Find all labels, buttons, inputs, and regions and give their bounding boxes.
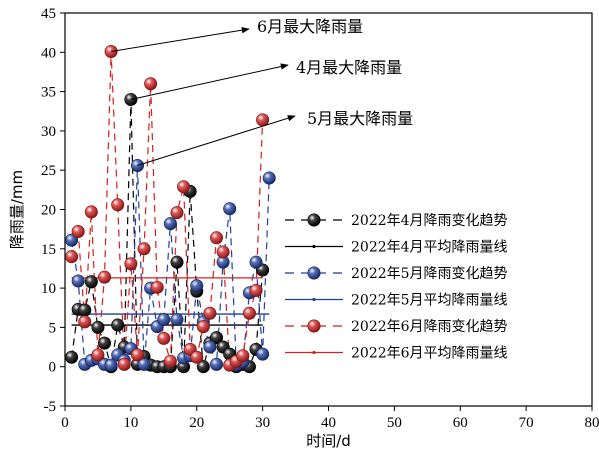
legend-dot [312,297,316,302]
data-point [130,348,144,362]
y-tick-label: 40 [41,45,56,61]
data-point [249,255,263,269]
data-point [203,340,217,354]
data-point [256,113,270,127]
x-tick-label: 0 [61,415,69,431]
data-point [91,320,105,334]
data-point [170,206,184,220]
data-point [242,306,256,320]
legend-label: 2022年6月平均降雨量线 [351,346,508,362]
y-tick-label: 5 [49,320,57,336]
legend-dot [312,244,316,249]
data-point [190,279,204,293]
data-point [111,198,125,212]
x-axis-title: 时间/d [306,432,351,450]
y-tick-label: 30 [41,124,56,140]
data-point [104,358,118,372]
x-tick-label: 80 [585,415,599,431]
data-point [210,231,224,245]
annotation-label: 5月最大降雨量 [307,109,413,128]
data-point [71,274,85,288]
annotation-label: 4月最大降雨量 [296,58,402,77]
data-point [124,257,138,271]
y-tick-label: 0 [49,360,57,376]
annotation-arrow [111,27,250,53]
data-point [210,331,224,345]
data-point [91,348,105,362]
data-point [256,347,270,361]
annotation-arrow [137,115,296,166]
data-point [124,92,138,106]
legend: 2022年4月降雨变化趋势 2022年4月平均降雨量线 2022年5月降雨变化趋势 2… [285,213,508,362]
data-point [84,275,98,289]
data-point [98,336,112,350]
y-tick-label: 45 [41,6,56,22]
data-point [65,350,79,364]
data-point [216,245,230,259]
data-point [170,313,184,327]
data-point [137,242,151,256]
data-point [249,283,263,297]
data-point [157,313,171,327]
data-point [196,360,210,374]
y-tick-label: 20 [41,203,56,219]
data-point [163,354,177,368]
data-point [65,250,79,264]
x-tick-label: 30 [255,415,270,431]
data-point [98,270,112,284]
data-point [203,306,217,320]
data-point [210,357,224,371]
legend-label: 2022年4月降雨变化趋势 [351,213,508,229]
x-tick-label: 60 [453,415,468,431]
data-point [78,303,92,317]
y-tick-label: 25 [41,163,56,179]
x-tick-label: 50 [387,415,402,431]
data-point [177,180,191,194]
y-tick-label: 35 [41,85,56,101]
data-point [84,205,98,219]
legend-dot [312,350,316,355]
data-point [223,202,237,216]
annotation-label: 6月最大降雨量 [257,17,363,36]
legend-label: 2022年6月降雨变化趋势 [351,319,508,335]
x-tick-label: 20 [189,415,204,431]
legend-label: 2022年5月降雨变化趋势 [351,266,508,282]
data-point [157,331,171,345]
legend-marker [307,319,321,333]
legend-label: 2022年4月平均降雨量线 [351,240,508,256]
x-tick-label: 10 [123,415,138,431]
annotations: 6月最大降雨量 4月最大降雨量 5月最大降雨量 [111,17,413,166]
data-point [236,349,250,363]
data-point [78,315,92,329]
legend-marker [307,213,321,227]
axes: 0 10 20 30 40 50 60 70 80-5051015202530354045时间/… [8,6,599,450]
legend-marker [307,266,321,280]
plot-area [65,45,276,374]
data-point [150,280,164,294]
y-tick-label: -5 [44,399,57,415]
y-tick-label: 10 [41,281,56,297]
x-tick-label: 70 [519,415,534,431]
data-point [196,320,210,334]
y-tick-label: 15 [41,242,56,258]
data-point [137,357,151,371]
x-tick-label: 40 [321,415,336,431]
data-point [111,318,125,332]
y-axis-title: 降雨量/mm [8,170,26,249]
data-point [117,357,131,371]
legend-label: 2022年5月平均降雨量线 [351,293,508,309]
data-point [144,77,158,91]
annotation-arrow [130,63,289,100]
data-point [170,255,184,269]
data-point [71,225,85,239]
data-point [262,171,276,185]
data-point [190,350,204,364]
data-point [163,217,177,231]
